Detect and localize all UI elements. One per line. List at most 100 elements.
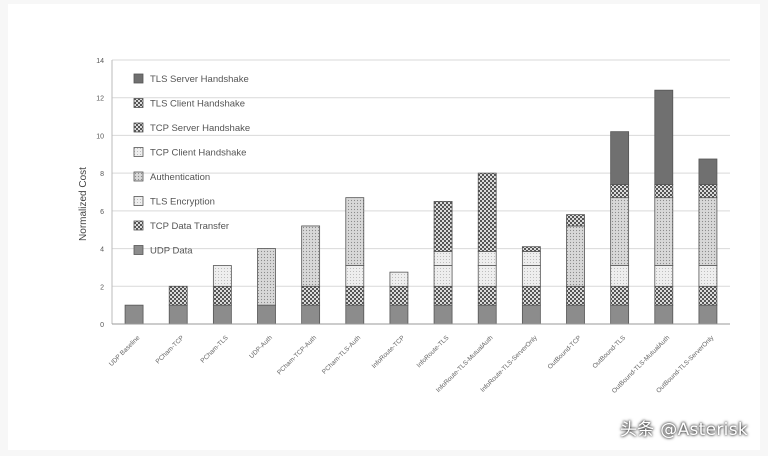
x-tick-label: PCham-TCP-Auth [276, 334, 318, 376]
bar-segment [654, 285, 674, 306]
bar-segment [521, 250, 541, 266]
x-tick-label: OutBound-TCP [547, 334, 583, 370]
legend-label: TCP Client Handshake [150, 148, 246, 159]
bar-segment [345, 265, 365, 287]
legend-label: UDP Data [150, 246, 193, 257]
x-tick-label: UDP-Auth [248, 334, 274, 360]
legend-swatch [133, 73, 144, 84]
bar-segment [389, 285, 409, 306]
legend-label: TCP Server Handshake [150, 123, 250, 134]
y-tick-label: 2 [100, 284, 104, 291]
bar-segment [168, 285, 188, 306]
legend-label: TLS Encryption [150, 197, 215, 208]
bar-segment [610, 131, 630, 185]
bar-stack [433, 201, 453, 325]
bar-stack [168, 285, 188, 325]
bar-segment [345, 304, 365, 325]
bar-segment [654, 304, 674, 325]
bar-segment [698, 285, 718, 306]
y-tick-label: 14 [96, 58, 104, 65]
bar-stack [345, 197, 365, 325]
bar-segment [610, 265, 630, 287]
bar-segment [301, 285, 321, 306]
y-tick-label: 4 [100, 247, 104, 254]
bar-segment [610, 184, 630, 199]
x-tick-label: PCham-TLS [200, 334, 231, 365]
bar-segment [345, 197, 365, 266]
bar-stack [124, 304, 144, 325]
bar-segment [698, 158, 718, 185]
bar-stack [389, 271, 409, 325]
bar-segment [345, 285, 365, 306]
chart-frame: 0 2 4 6 8 10 12 14 UDP Baseline PCham-TCP PCham-TL… [8, 4, 760, 450]
bar-segment [521, 285, 541, 306]
legend-label: TCP Data Transfer [150, 221, 229, 232]
bar-segment [654, 197, 674, 266]
bar-segment [212, 285, 232, 306]
bar-segment [566, 304, 585, 325]
bar-segment [389, 304, 409, 325]
bar-segment [168, 304, 188, 325]
bar-segment [124, 304, 144, 325]
bar-stack [257, 248, 276, 325]
legend-label: TLS Server Handshake [150, 74, 249, 85]
legend-swatch [133, 171, 144, 182]
y-tick-label: 6 [100, 209, 104, 216]
legend-swatch [133, 122, 144, 133]
bar-segment [389, 271, 409, 287]
bar-segment [698, 184, 718, 199]
x-tick-label: OutBound-TLS [591, 334, 627, 370]
bar-stack [698, 158, 718, 325]
y-axis-label: Normalized Cost [78, 167, 89, 241]
bar-segment [698, 265, 718, 287]
y-tick-label: 8 [100, 171, 104, 178]
bar-segment [433, 304, 453, 325]
bar-segment [521, 246, 541, 252]
bar-segment [698, 304, 718, 325]
bar-segment [654, 184, 674, 199]
bar-segment [257, 304, 276, 325]
legend-label: Authentication [150, 172, 210, 183]
bar-segment [566, 214, 585, 227]
bar-segment [212, 265, 232, 287]
bar-segment [477, 304, 497, 325]
bar-segment [301, 225, 321, 287]
y-tick-label: 0 [100, 322, 104, 329]
bar-segment [433, 201, 453, 252]
x-tick-label: InfoRoute-TCP [371, 334, 407, 370]
bar-segment [610, 285, 630, 306]
x-tick-label: InfoRoute-TLS [416, 334, 451, 369]
bar-stack [477, 172, 497, 325]
bar-segment [433, 250, 453, 266]
legend-label: TLS Client Handshake [150, 99, 245, 110]
bar-segment [477, 285, 497, 306]
bar-segment [654, 89, 674, 185]
bar-stack [301, 225, 321, 325]
bar-segment [301, 304, 321, 325]
bar-stack [654, 89, 674, 325]
bar-segment [610, 197, 630, 266]
bar-stack [610, 131, 630, 325]
legend-swatch [133, 245, 144, 255]
legend-swatch [133, 196, 144, 206]
bar-segment [566, 285, 585, 306]
bar-segment [477, 172, 497, 252]
bar-stack [566, 214, 585, 325]
x-tick-label: UDP Baseline [108, 334, 142, 368]
bar-segment [433, 265, 453, 287]
y-tick-label: 12 [96, 96, 104, 103]
y-tick-label: 10 [96, 133, 104, 140]
bar-segment [521, 304, 541, 325]
x-tick-label: PCham-TCP [155, 334, 186, 365]
bar-stack [212, 265, 232, 325]
bar-segment [654, 265, 674, 287]
x-tick-label: PCham-TLS-Auth [321, 334, 362, 375]
bar-segment [698, 197, 718, 266]
stacked-bar-chart: 0 2 4 6 8 10 12 14 UDP Baseline PCham-TCP PCham-TL… [78, 58, 730, 395]
bar-segment [566, 225, 585, 287]
bar-segment [521, 265, 541, 287]
bar-segment [257, 248, 276, 306]
bar-segment [477, 250, 497, 266]
bar-stack [521, 246, 541, 325]
bar-segment [477, 265, 497, 287]
